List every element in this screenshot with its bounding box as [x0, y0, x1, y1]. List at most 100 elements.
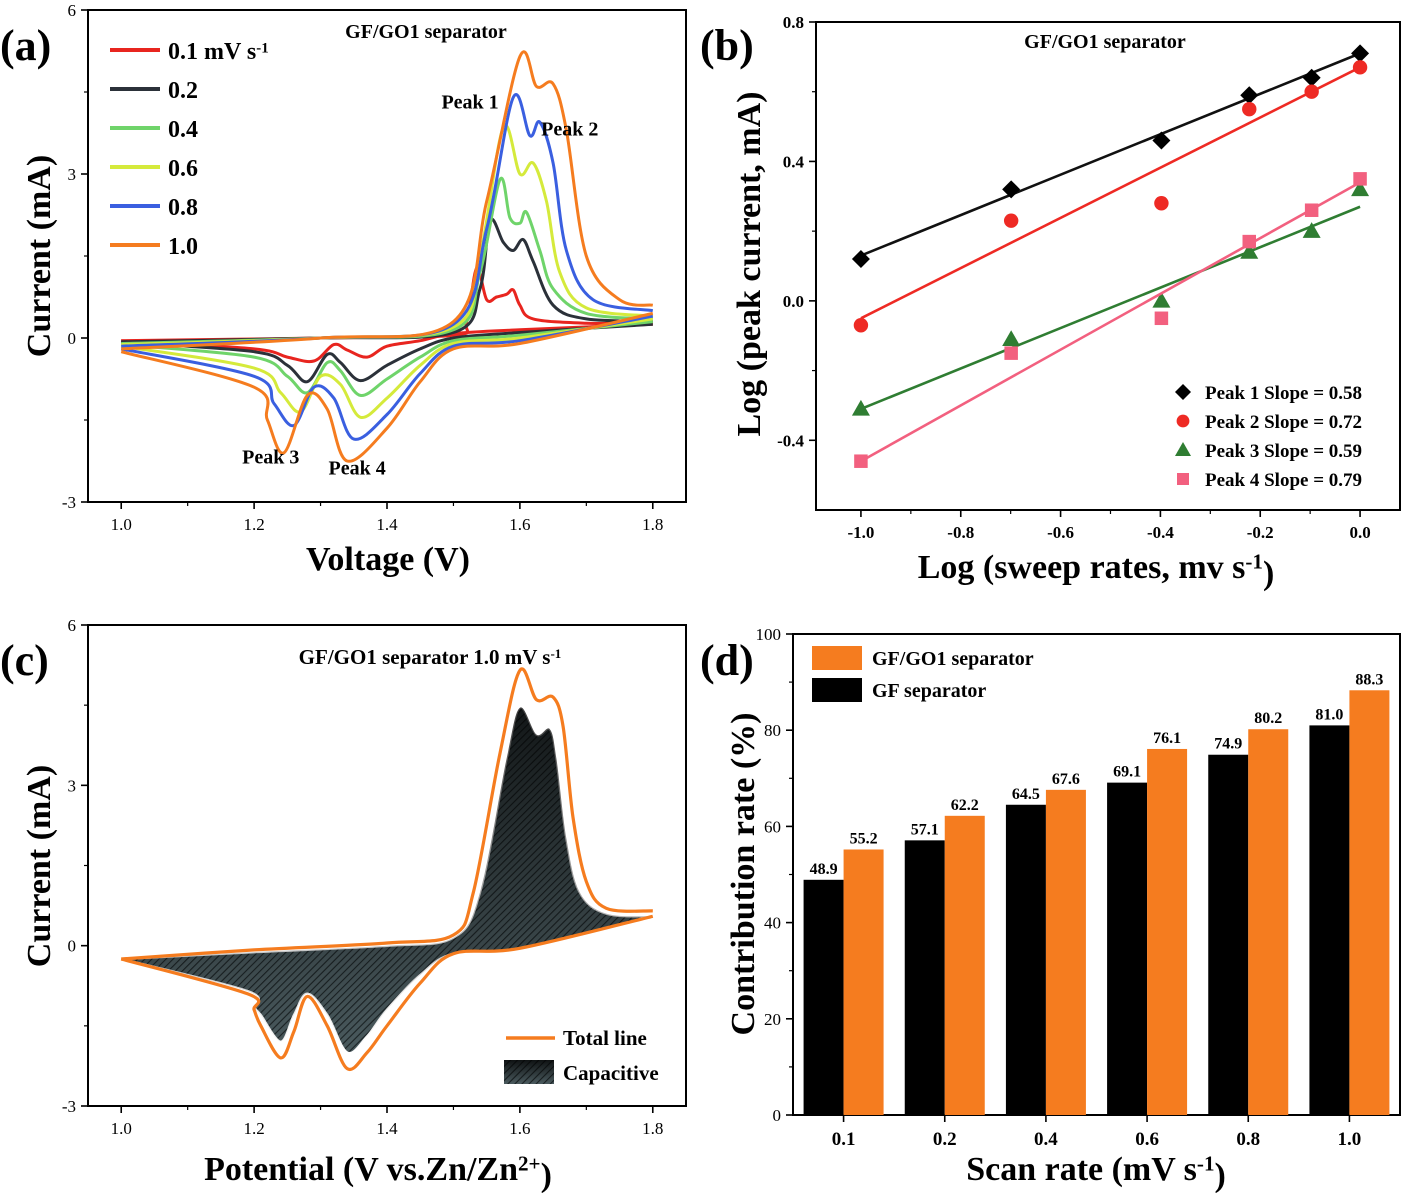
data-point — [1154, 196, 1169, 211]
total-line-anodic — [121, 667, 653, 961]
data-point — [1242, 101, 1257, 117]
y-tick-label: 6 — [68, 616, 77, 635]
cv-curve-cathodic-1.0 — [120, 311, 654, 463]
bar-value-label: 57.1 — [911, 821, 939, 838]
plot-frame — [815, 21, 1401, 511]
legend-label: GF/GO1 separator — [872, 648, 1034, 670]
x-tick-label: 1.2 — [243, 515, 264, 534]
x-axis-label: Scan rate (mV s-1) — [966, 1151, 1226, 1193]
y-tick-label: -3 — [62, 493, 76, 512]
panel-a: 1.0 1.2 1.4 1.6 1.8 -3 0 3 6 (a) GF/GO1 separator 0… — [0, 1, 687, 578]
panel-label: (a) — [0, 21, 51, 70]
data-point — [1304, 84, 1319, 99]
y-axis-label: Current (mA) — [21, 155, 58, 357]
cv-curve-anodic-0.6 — [121, 123, 653, 347]
x-tick-label: 0.2 — [933, 1129, 957, 1150]
cv-curve-anodic-1.0 — [121, 50, 654, 351]
x-tick-label: 1.6 — [509, 515, 530, 534]
data-point — [1152, 291, 1171, 308]
data-point — [851, 399, 870, 416]
data-point — [853, 318, 869, 333]
data-point — [1242, 234, 1257, 249]
x-tick-label: 0.1 — [832, 1129, 856, 1150]
legend-label: 1.0 — [168, 234, 198, 260]
legend-label: Peak 3 Slope = 0.59 — [1205, 441, 1362, 462]
legend-label: 0.1 mV s-1 — [168, 39, 269, 65]
bar-gf-go1 — [944, 815, 985, 1115]
cv-curve-cathodic-0.2 — [121, 322, 653, 384]
x-tick-label: 1.8 — [642, 1119, 663, 1138]
panel-label: (c) — [0, 636, 49, 685]
legend-label: GF separator — [872, 680, 986, 702]
x-tick-label: 1.2 — [243, 1119, 264, 1138]
panel-d: 0 20 40 60 80 100 0.1 48.9 55.2 0.2 57.1 62.2 0.4 64.… — [700, 625, 1401, 1193]
legend-swatch — [812, 678, 862, 702]
cv-curve-anodic-0.4 — [121, 176, 653, 345]
y-tick-label: 20 — [764, 1010, 781, 1029]
data-point — [1002, 180, 1021, 199]
data-point — [1175, 384, 1191, 400]
panel-label: (d) — [700, 636, 754, 685]
legend-label: 0.8 — [168, 195, 198, 221]
legend-label: Total line — [563, 1026, 647, 1050]
data-point — [1152, 131, 1171, 150]
chart-title: GF/GO1 separator — [1024, 31, 1186, 53]
y-tick-label: 3 — [68, 776, 77, 795]
cv-curve-cathodic-0.8 — [120, 314, 654, 441]
bar-value-label: 81.0 — [1315, 706, 1343, 723]
x-tick-label: 1.0 — [111, 515, 132, 534]
x-tick-label: 1.0 — [111, 1119, 132, 1138]
y-tick-label: -0.4 — [777, 431, 804, 450]
peak-annotation: Peak 3 — [242, 447, 299, 469]
fit-line — [860, 181, 1361, 463]
x-tick-label: 0.4 — [1034, 1129, 1058, 1150]
bar-gf — [904, 840, 945, 1115]
x-tick-label: -0.4 — [1147, 523, 1174, 542]
y-axis-label: Contribution rate (%) — [725, 713, 762, 1036]
y-tick-label: 0 — [68, 329, 77, 348]
x-tick-label: -1.0 — [847, 523, 874, 542]
y-axis-label: Log (peak current, mA) — [731, 92, 768, 437]
y-axis-label: Current (mA) — [21, 765, 58, 967]
y-tick-label: 3 — [68, 165, 77, 184]
y-tick-label: 40 — [764, 914, 781, 933]
legend-label: 0.2 — [168, 78, 198, 104]
data-point — [1351, 180, 1370, 197]
x-tick-label: 1.0 — [1338, 1129, 1362, 1150]
bar-gf — [1005, 804, 1046, 1115]
y-tick-label: 80 — [764, 721, 781, 740]
bar-value-label: 67.6 — [1052, 771, 1080, 788]
data-point — [1240, 243, 1259, 259]
data-point — [1302, 68, 1321, 87]
x-tick-label: -0.8 — [947, 523, 974, 542]
plot-frame — [792, 633, 1401, 1116]
bar-gf-go1 — [843, 849, 884, 1115]
x-tick-label: 1.4 — [376, 515, 398, 534]
legend-label: Peak 1 Slope = 0.58 — [1205, 383, 1362, 404]
data-point — [1302, 222, 1321, 238]
x-tick-label: 1.6 — [509, 1119, 530, 1138]
data-point — [1353, 172, 1367, 186]
x-tick-label: -0.2 — [1247, 523, 1274, 542]
cv-curve-cathodic-0.4 — [121, 320, 653, 397]
chart-title: GF/GO1 separator 1.0 mV s-1 — [299, 645, 562, 669]
legend-label: 0.6 — [168, 156, 198, 182]
bar-gf — [803, 879, 844, 1115]
total-line-cathodic — [120, 914, 654, 1072]
legend-label: Capacitive — [563, 1061, 659, 1085]
x-axis-label: Voltage (V) — [306, 541, 470, 578]
bar-value-label: 64.5 — [1012, 786, 1040, 803]
data-point — [1176, 414, 1190, 428]
fit-line — [860, 52, 1361, 257]
bar-value-label: 62.2 — [951, 797, 979, 814]
x-tick-label: 0.8 — [1236, 1129, 1260, 1150]
x-tick-label: 0.0 — [1349, 523, 1370, 542]
cv-curve-cathodic-0.1 — [121, 322, 653, 364]
fit-line — [860, 205, 1361, 411]
panel-c: 1.0 1.2 1.4 1.6 1.8 -3 0 3 6 (c) GF/GO1 separator … — [0, 616, 687, 1193]
legend-label: Peak 2 Slope = 0.72 — [1205, 412, 1362, 433]
y-tick-label: -3 — [62, 1097, 76, 1116]
x-tick-label: 0.6 — [1135, 1129, 1159, 1150]
data-point — [1175, 442, 1191, 456]
